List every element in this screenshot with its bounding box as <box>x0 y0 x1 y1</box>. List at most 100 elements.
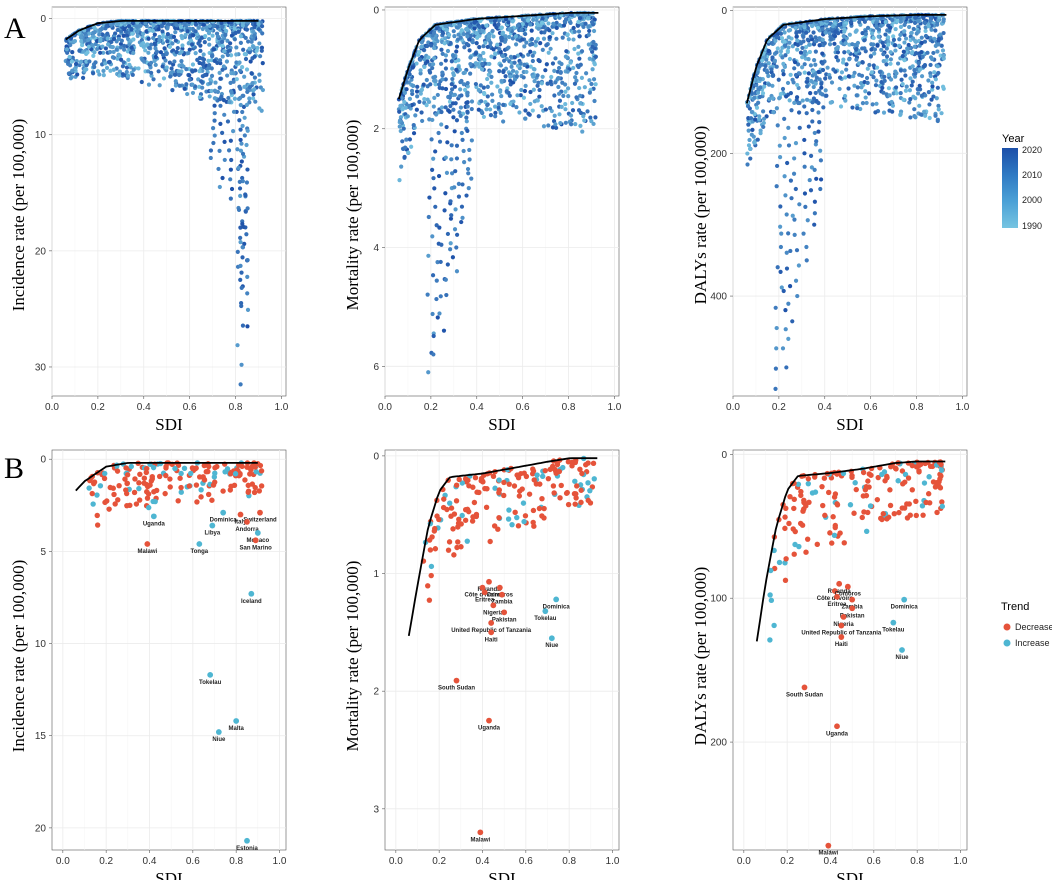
panel-letter-b: B <box>4 452 24 485</box>
data-point <box>237 68 243 73</box>
data-point <box>256 27 261 32</box>
country-label: Iceland <box>241 599 262 605</box>
data-point <box>240 123 245 129</box>
data-point <box>418 68 423 73</box>
data-point <box>560 80 565 85</box>
data-point <box>766 73 771 79</box>
data-point <box>488 113 494 118</box>
data-point <box>577 85 582 91</box>
data-point <box>794 95 800 100</box>
data-point <box>221 64 226 69</box>
data-point <box>746 128 751 133</box>
data-point <box>566 37 571 42</box>
data-point <box>442 41 447 46</box>
data-point <box>122 43 127 48</box>
data-point <box>115 27 120 33</box>
data-point <box>782 525 788 532</box>
data-point <box>178 489 184 495</box>
data-point <box>859 85 864 90</box>
data-point <box>426 597 433 603</box>
country-label: Niue <box>545 643 559 649</box>
data-point <box>501 102 506 107</box>
data-point <box>472 20 477 25</box>
data-point <box>189 42 195 47</box>
data-point <box>116 36 122 42</box>
data-point <box>210 125 216 131</box>
data-point <box>782 30 787 35</box>
country-label: Tokelau <box>882 628 905 634</box>
data-point <box>125 73 131 78</box>
data-point <box>111 67 116 72</box>
data-point <box>240 245 245 250</box>
data-point <box>457 23 463 28</box>
data-point <box>464 119 469 124</box>
data-point <box>507 27 512 32</box>
data-point <box>894 91 899 96</box>
data-point <box>248 59 253 64</box>
data-point <box>260 87 265 93</box>
data-point <box>138 23 143 28</box>
data-point <box>748 146 753 151</box>
data-point <box>569 463 575 469</box>
data-point <box>175 46 180 51</box>
data-point <box>820 37 825 42</box>
data-point <box>763 63 768 69</box>
data-point <box>808 34 813 39</box>
data-point <box>178 470 184 477</box>
data-point <box>489 80 494 85</box>
data-point <box>89 490 95 497</box>
data-point <box>782 174 787 179</box>
data-point <box>466 171 471 176</box>
data-point <box>747 137 752 143</box>
data-point <box>577 34 582 39</box>
data-point-labeled <box>831 588 838 594</box>
data-point <box>800 65 805 70</box>
y-tick-label: 0 <box>373 5 379 16</box>
data-point <box>798 492 804 499</box>
data-point <box>257 106 262 111</box>
data-point <box>427 62 433 67</box>
year-label-2020: 2020 <box>1022 145 1042 155</box>
data-point <box>922 63 928 68</box>
data-point <box>454 232 460 237</box>
data-point <box>777 143 782 148</box>
data-point <box>887 487 893 493</box>
data-point <box>487 538 493 545</box>
data-point <box>554 125 559 130</box>
data-point <box>407 72 412 77</box>
data-point <box>212 96 218 101</box>
data-point <box>936 107 941 112</box>
data-point <box>767 592 773 598</box>
data-point <box>481 50 486 56</box>
data-point <box>242 84 247 89</box>
data-point <box>779 231 784 236</box>
data-point <box>832 524 838 531</box>
data-point <box>553 122 558 127</box>
data-point <box>91 53 96 58</box>
y-tick-label: 0 <box>40 455 46 466</box>
data-point <box>427 195 432 200</box>
data-point <box>146 50 151 55</box>
data-point <box>240 323 246 328</box>
data-point <box>459 130 464 136</box>
data-point <box>224 28 229 34</box>
data-point <box>814 139 819 144</box>
data-point <box>778 31 784 36</box>
data-point <box>247 471 253 477</box>
data-point <box>243 209 248 214</box>
data-point <box>480 28 485 34</box>
data-point <box>220 54 225 59</box>
data-point-labeled <box>481 589 488 596</box>
data-point-labeled <box>501 609 508 616</box>
data-point <box>256 488 263 494</box>
data-point <box>156 69 161 74</box>
data-point <box>755 137 760 142</box>
data-point <box>455 524 461 530</box>
data-point <box>910 79 915 84</box>
data-point <box>941 53 946 58</box>
data-point <box>439 242 444 247</box>
data-point <box>881 469 888 475</box>
data-point <box>926 23 931 29</box>
